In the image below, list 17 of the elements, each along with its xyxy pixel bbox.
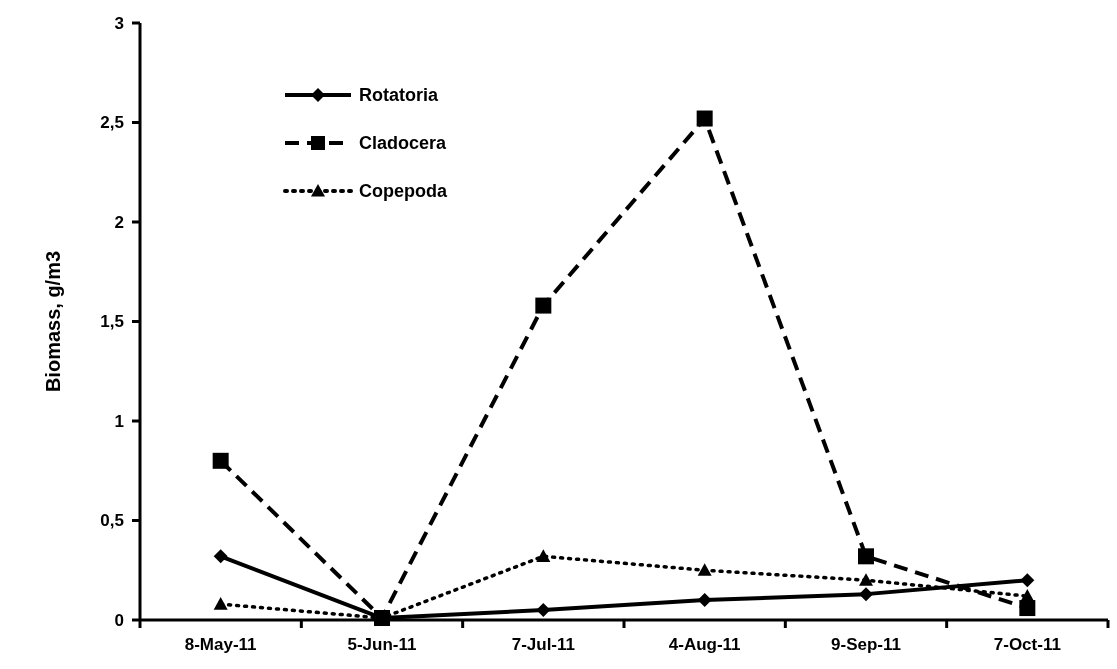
- x-tick-label: 7-Jul-11: [511, 635, 575, 654]
- y-tick-label: 2: [114, 212, 124, 232]
- x-tick-label: 5-Jun-11: [347, 635, 417, 654]
- x-tick-label: 9-Sep-11: [831, 635, 901, 654]
- x-tick-label: 4-Aug-11: [668, 635, 741, 654]
- x-tick-label: 8-May-11: [184, 635, 257, 654]
- y-tick-label: 3: [114, 13, 124, 33]
- y-tick-label: 0,5: [100, 511, 124, 531]
- y-tick-label: 2,5: [100, 113, 124, 133]
- y-tick-label: 1,5: [100, 312, 124, 332]
- y-axis-title: Biomass, g/m3: [42, 250, 64, 393]
- legend-label: Rotatoria: [359, 85, 439, 106]
- x-tick-label: 7-Oct-11: [993, 635, 1061, 654]
- legend-label: Copepoda: [359, 181, 448, 202]
- y-tick-label: 1: [114, 411, 124, 431]
- y-tick-label: 0: [114, 610, 124, 630]
- legend-label: Cladocera: [359, 133, 448, 154]
